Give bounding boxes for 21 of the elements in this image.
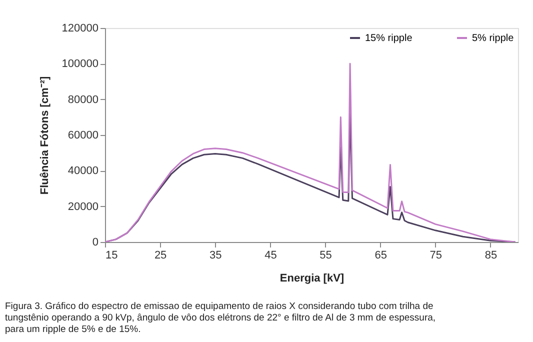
y-tick-label: 120000 [62, 22, 98, 34]
text: Figura 3. Gráfico do espectro de emissao de equipamento de raios X considerando tubo com trilha de tungstênio operando a 90 kVp, ângulo de vôo dos elétrons de 22° e filtro de Al de 3 mm de espessura, para um ripple de 5% e de 15%. [5, 301, 436, 335]
y-tick-label: 20000 [68, 200, 98, 213]
y-axis-title: Fluência Fótons [cm⁻²] [38, 76, 51, 195]
legend-label: 5% ripple [472, 33, 514, 44]
x-tick-label: 75 [430, 250, 442, 262]
y-tick-label: 60000 [68, 130, 98, 142]
y-tick-label: 100000 [62, 58, 98, 70]
line-series [105, 62, 516, 242]
x-tick-label: 15 [106, 250, 118, 262]
y-tick-label: 40000 [68, 165, 98, 178]
x-tick-label: 35 [210, 250, 222, 262]
x-axis-title: Energia [kV] [280, 272, 344, 284]
y-tick-label: 80000 [68, 94, 98, 106]
x-tick-label: 85 [484, 250, 498, 262]
x-tick-label: 45 [264, 250, 277, 262]
x-tick-label: 55 [320, 250, 332, 262]
x-tick-label: 65 [374, 250, 387, 262]
y-tick-label: 0 [92, 236, 98, 248]
x-tick-label: 25 [154, 250, 167, 262]
legend-label: 15% ripple [365, 33, 413, 44]
